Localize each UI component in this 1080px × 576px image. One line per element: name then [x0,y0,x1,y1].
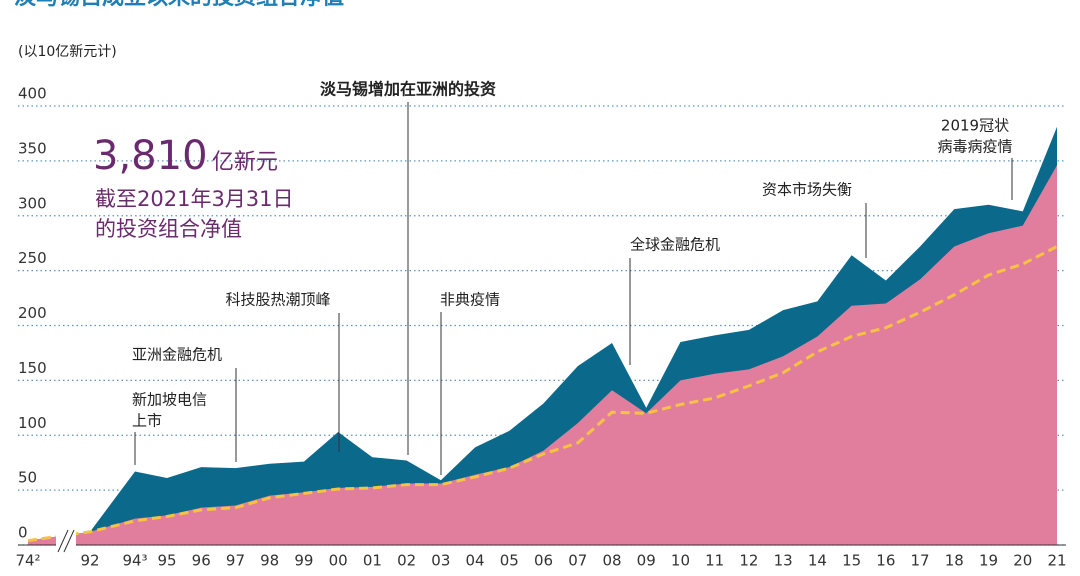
x-tick-label: 17 [911,552,930,570]
x-tick-label: 19 [979,552,998,570]
y-tick-label: 400 [18,85,47,103]
x-tick-label: 95 [157,552,176,570]
annotation: 病毒病疫情 [937,138,1012,156]
x-tick-label: 98 [260,552,279,570]
annotation: 非典疫情 [440,291,500,309]
x-tick-label: 03 [431,552,450,570]
x-tick-label: 00 [329,552,348,570]
callout-text: 截至2021年3月31日 [95,187,294,211]
x-tick-label: 12 [739,552,758,570]
annotation: 资本市场失衡 [762,181,852,199]
y-tick-label: 200 [18,304,47,322]
annotation: 科技股热潮顶峰 [225,291,330,309]
y-tick-label: 300 [18,194,47,212]
x-tick-label: 10 [671,552,690,570]
x-tick-label: 13 [774,552,793,570]
x-tick-label: 02 [397,552,416,570]
x-tick-label: 74² [15,552,40,570]
callout-text: 的投资组合净值 [95,217,242,241]
y-tick-label: 350 [18,139,47,157]
x-tick-label: 08 [602,552,621,570]
x-tick-label: 20 [1013,552,1032,570]
x-tick-label: 06 [534,552,553,570]
axis-break-mark [63,529,75,553]
x-tick-label: 07 [568,552,587,570]
chart-title: 淡马锡自成立以来的投资组合净值 [14,0,344,10]
x-tick-label: 21 [1047,552,1066,570]
x-tick-label: 11 [705,552,724,570]
annotation: 淡马锡增加在亚洲的投资 [320,80,496,99]
x-tick-label: 94³ [122,552,147,570]
y-tick-label: 50 [18,469,37,487]
x-tick-label: 92 [80,552,99,570]
x-tick-label: 01 [363,552,382,570]
x-tick-label: 15 [842,552,861,570]
x-tick-label: 09 [637,552,656,570]
area [28,165,1057,545]
annotation: 新加坡电信 [132,391,207,409]
x-tick-label: 16 [876,552,895,570]
callout-unit: 亿新元 [212,150,278,175]
x-tick-label: 04 [466,552,485,570]
y-tick-label: 0 [18,524,28,542]
x-tick-label: 05 [500,552,519,570]
x-tick-label: 18 [945,552,964,570]
x-tick-label: 96 [192,552,211,570]
y-axis-label: (以10亿新元计) [18,44,117,60]
y-tick-label: 250 [18,249,47,267]
callout-value: 3,810 [93,133,208,179]
x-tick-label: 97 [226,552,245,570]
annotation: 全球金融危机 [630,236,720,254]
y-tick-label: 150 [18,359,47,377]
axis-break-mark [57,529,69,553]
x-tick-label: 14 [808,552,827,570]
y-tick-label: 100 [18,414,47,432]
line [27,245,1058,543]
annotation: 亚洲金融危机 [132,346,222,364]
x-tick-label: 99 [294,552,313,570]
annotation: 上市 [132,412,162,430]
annotation: 2019冠状 [941,117,1009,135]
